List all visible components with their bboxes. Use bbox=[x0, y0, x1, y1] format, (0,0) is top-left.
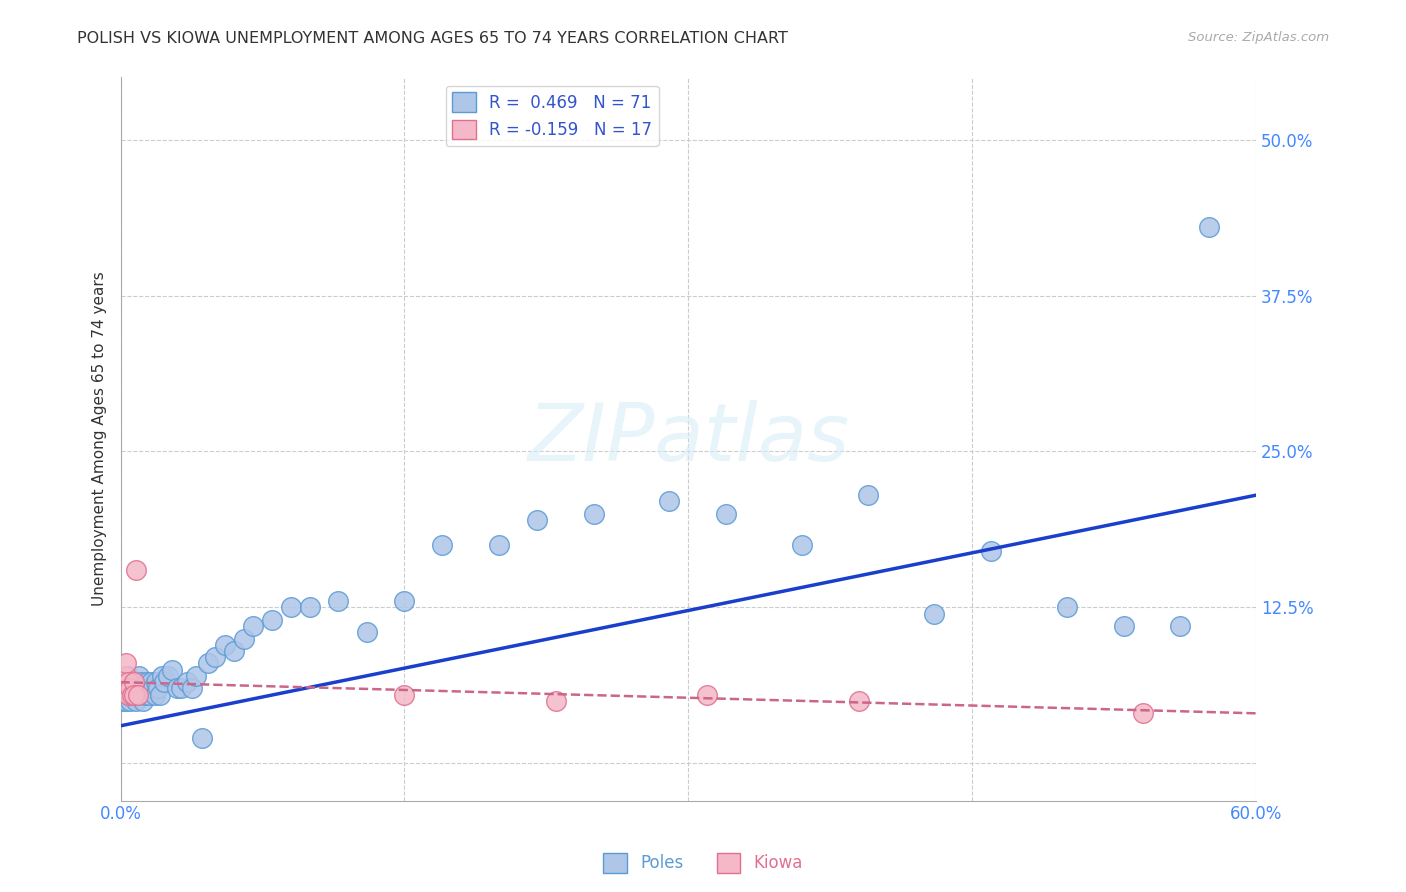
Point bbox=[111, 681, 134, 696]
Point bbox=[980, 544, 1002, 558]
Point bbox=[153, 675, 176, 690]
Point bbox=[176, 675, 198, 690]
Point bbox=[118, 688, 141, 702]
Point bbox=[117, 669, 139, 683]
Point bbox=[112, 675, 135, 690]
Point bbox=[582, 507, 605, 521]
Point bbox=[260, 613, 283, 627]
Point bbox=[166, 681, 188, 696]
Point bbox=[924, 607, 946, 621]
Point bbox=[117, 688, 139, 702]
Point bbox=[124, 563, 146, 577]
Point bbox=[186, 669, 208, 683]
Point bbox=[150, 669, 173, 683]
Point bbox=[1198, 220, 1220, 235]
Point bbox=[127, 688, 149, 702]
Point bbox=[131, 688, 153, 702]
Point bbox=[544, 694, 567, 708]
Point bbox=[121, 688, 143, 702]
Point bbox=[242, 619, 264, 633]
Point bbox=[127, 675, 149, 690]
Point bbox=[526, 513, 548, 527]
Point bbox=[132, 694, 155, 708]
Text: POLISH VS KIOWA UNEMPLOYMENT AMONG AGES 65 TO 74 YEARS CORRELATION CHART: POLISH VS KIOWA UNEMPLOYMENT AMONG AGES … bbox=[77, 31, 789, 46]
Point bbox=[170, 681, 193, 696]
Point bbox=[122, 675, 145, 690]
Point bbox=[128, 681, 150, 696]
Point bbox=[117, 688, 139, 702]
Point bbox=[115, 681, 138, 696]
Point bbox=[160, 663, 183, 677]
Text: ZIPatlas: ZIPatlas bbox=[527, 400, 849, 478]
Point bbox=[121, 681, 143, 696]
Point bbox=[128, 669, 150, 683]
Point bbox=[214, 638, 236, 652]
Point bbox=[148, 681, 170, 696]
Legend: R =  0.469   N = 71, R = -0.159   N = 17: R = 0.469 N = 71, R = -0.159 N = 17 bbox=[446, 86, 658, 146]
Point bbox=[134, 688, 156, 702]
Point bbox=[111, 694, 134, 708]
Point bbox=[181, 681, 204, 696]
Point bbox=[132, 681, 155, 696]
Y-axis label: Unemployment Among Ages 65 to 74 years: Unemployment Among Ages 65 to 74 years bbox=[93, 272, 107, 607]
Point bbox=[149, 688, 172, 702]
Point bbox=[1170, 619, 1192, 633]
Point bbox=[328, 594, 350, 608]
Point bbox=[118, 681, 141, 696]
Point bbox=[856, 488, 879, 502]
Point bbox=[122, 688, 145, 702]
Point bbox=[138, 688, 160, 702]
Point bbox=[131, 675, 153, 690]
Point bbox=[716, 507, 738, 521]
Point bbox=[143, 688, 166, 702]
Point bbox=[112, 688, 135, 702]
Point bbox=[356, 625, 378, 640]
Point bbox=[232, 632, 254, 646]
Point bbox=[122, 688, 145, 702]
Point bbox=[138, 681, 160, 696]
Point bbox=[432, 538, 454, 552]
Point bbox=[115, 669, 138, 683]
Point bbox=[848, 694, 870, 708]
Point bbox=[658, 494, 681, 508]
Point bbox=[696, 688, 718, 702]
Point bbox=[112, 681, 135, 696]
Point bbox=[1112, 619, 1135, 633]
Point bbox=[394, 594, 416, 608]
Point bbox=[118, 694, 141, 708]
Point bbox=[222, 644, 245, 658]
Point bbox=[790, 538, 813, 552]
Point bbox=[121, 675, 143, 690]
Point bbox=[136, 675, 159, 690]
Text: Source: ZipAtlas.com: Source: ZipAtlas.com bbox=[1188, 31, 1329, 45]
Point bbox=[111, 675, 134, 690]
Point bbox=[1056, 600, 1078, 615]
Point bbox=[124, 694, 146, 708]
Point bbox=[197, 657, 219, 671]
Point bbox=[142, 681, 165, 696]
Point bbox=[145, 675, 167, 690]
Point bbox=[298, 600, 321, 615]
Point bbox=[124, 681, 146, 696]
Point bbox=[1132, 706, 1154, 721]
Legend: Poles, Kiowa: Poles, Kiowa bbox=[596, 847, 810, 880]
Point bbox=[139, 675, 162, 690]
Point bbox=[115, 694, 138, 708]
Point bbox=[122, 675, 145, 690]
Point bbox=[118, 681, 141, 696]
Point bbox=[394, 688, 416, 702]
Point bbox=[156, 669, 179, 683]
Point bbox=[280, 600, 302, 615]
Point bbox=[127, 688, 149, 702]
Point bbox=[488, 538, 510, 552]
Point bbox=[204, 650, 226, 665]
Point bbox=[191, 731, 214, 746]
Point bbox=[115, 657, 138, 671]
Point bbox=[117, 675, 139, 690]
